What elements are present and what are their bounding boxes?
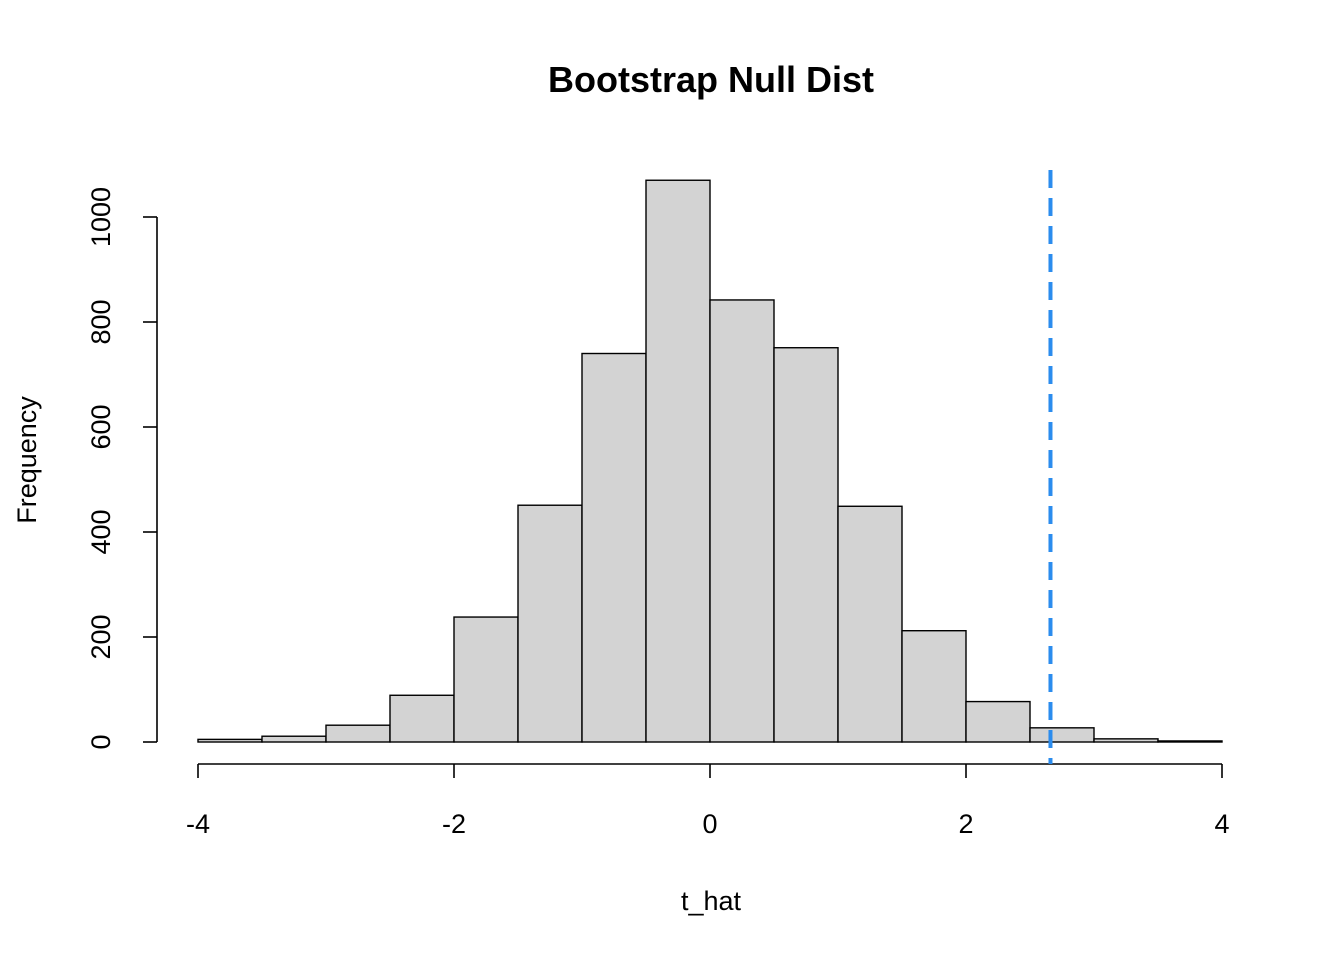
histogram-bars xyxy=(197,179,1223,743)
x-axis-label: t_hat xyxy=(681,886,742,916)
x-tick-label: 2 xyxy=(958,809,973,839)
y-axis-label: Frequency xyxy=(12,396,42,524)
y-tick-label: 200 xyxy=(86,614,116,659)
histogram-bar xyxy=(261,735,327,743)
histogram-bar xyxy=(965,700,1031,743)
histogram-bar xyxy=(837,505,903,743)
chart-title: Bootstrap Null Dist xyxy=(548,59,874,100)
x-tick-label: -4 xyxy=(186,809,210,839)
y-axis: 0 200 400 600 800 1000 xyxy=(86,187,158,750)
histogram-bar xyxy=(581,352,647,743)
histogram-bar xyxy=(325,724,391,743)
histogram-bar xyxy=(1093,738,1159,743)
histogram-bar xyxy=(1157,740,1223,743)
y-tick-label: 600 xyxy=(86,404,116,449)
histogram-bar xyxy=(773,347,839,743)
y-tick-label: 1000 xyxy=(86,187,116,247)
histogram-bar xyxy=(901,630,967,743)
x-tick-label: 0 xyxy=(702,809,717,839)
histogram-bar xyxy=(1029,727,1095,743)
histogram-bar xyxy=(517,504,583,743)
histogram-bar xyxy=(645,179,711,743)
y-tick-label: 0 xyxy=(86,734,116,749)
histogram-bar xyxy=(197,738,263,743)
histogram-bar xyxy=(389,694,455,743)
x-tick-label: -2 xyxy=(442,809,466,839)
histogram-bar xyxy=(453,616,519,743)
y-tick-label: 800 xyxy=(86,299,116,344)
histogram-bar xyxy=(709,299,775,743)
x-axis: -4 -2 0 2 4 xyxy=(186,763,1230,839)
x-tick-label: 4 xyxy=(1214,809,1229,839)
y-tick-label: 400 xyxy=(86,509,116,554)
